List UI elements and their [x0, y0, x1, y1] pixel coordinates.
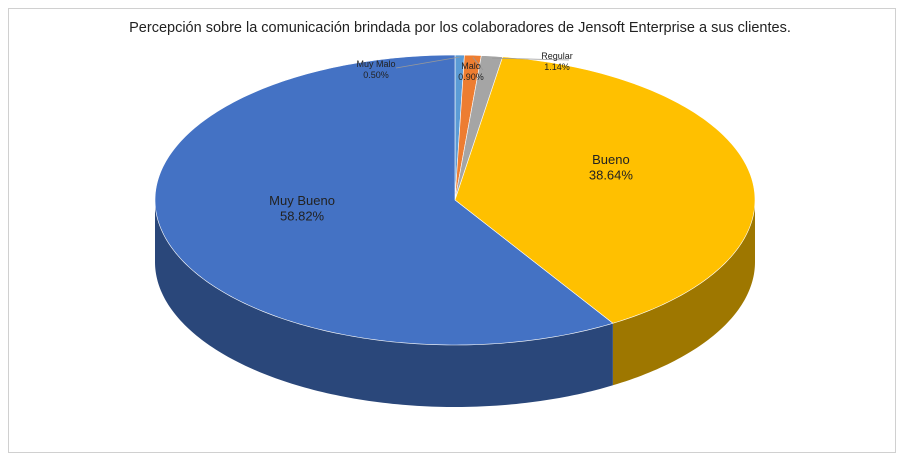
- slice-value-label: 38.64%: [589, 168, 634, 183]
- slice-value-label: 0.50%: [363, 70, 389, 80]
- slice-side: [155, 200, 613, 407]
- slice-side: [612, 200, 755, 386]
- slice: [454, 56, 756, 324]
- slice-value-label: 1.14%: [544, 62, 570, 72]
- slice-label: Malo: [461, 61, 481, 71]
- chart-title: Percepción sobre la comunicación brindad…: [129, 20, 791, 36]
- leader-line: [492, 57, 570, 61]
- slice: [154, 54, 614, 346]
- leader-line: [395, 56, 460, 69]
- slice-label: Regular: [541, 51, 573, 61]
- leader-line: [472, 57, 484, 71]
- slice-label: Muy Bueno: [269, 193, 335, 208]
- slice-value-label: 0.90%: [458, 72, 484, 82]
- slice-label: Bueno: [592, 152, 630, 167]
- slice-label: Muy Malo: [356, 59, 395, 69]
- slice-value-label: 58.82%: [280, 209, 325, 224]
